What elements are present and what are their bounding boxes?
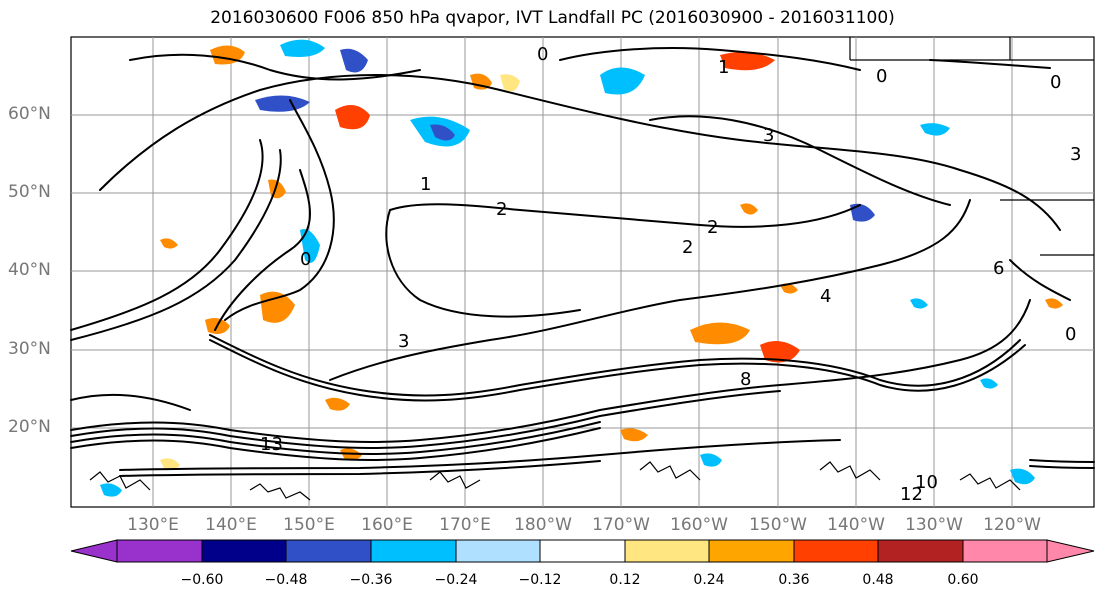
ivt-contours-thin — [89, 37, 1094, 501]
colorbar-swatch — [116, 539, 203, 563]
colorbar-swatch — [962, 539, 1048, 563]
colorbar-swatch — [201, 539, 287, 563]
contour-label: 2 — [496, 199, 507, 220]
lat-label-40n: 40°N — [8, 260, 51, 280]
colorbar-swatch — [708, 539, 795, 563]
graticule — [71, 37, 1094, 507]
lon-label-170e: 170°E — [439, 515, 491, 535]
colorbar-tick-label: 0.48 — [862, 572, 894, 588]
colorbar-under-arrow — [70, 539, 118, 563]
colorbar-tick-label: −0.36 — [349, 572, 393, 588]
colorbar-swatch — [285, 539, 372, 563]
contour-label: 4 — [820, 286, 831, 307]
colorbar-swatch — [793, 539, 879, 563]
contour-label: 2 — [707, 217, 718, 238]
lat-label-50n: 50°N — [8, 182, 51, 202]
colorbar-over-arrow — [1046, 539, 1095, 563]
contour-label: 2 — [682, 237, 693, 258]
contour-label: 10 — [915, 472, 938, 493]
lon-label-170w: 170°W — [592, 515, 650, 535]
lat-label-30n: 30°N — [8, 339, 51, 359]
lon-label-120w: 120°W — [983, 515, 1041, 535]
contour-label: 0 — [1065, 324, 1076, 345]
lon-label-130e: 130°E — [127, 515, 179, 535]
colorbar-tick-label: −0.24 — [434, 572, 478, 588]
map-title: 2016030600 F006 850 hPa qvapor, IVT Land… — [210, 8, 895, 28]
colorbar — [70, 539, 1095, 563]
colorbar-tick-label: 0.12 — [609, 572, 641, 588]
colorbar-tick-label: −0.12 — [518, 572, 562, 588]
lon-label-150w: 150°W — [749, 515, 807, 535]
colorbar-tick-label: 0.60 — [947, 572, 979, 588]
contour-label: 1 — [718, 57, 729, 78]
lon-label-140e: 140°E — [205, 515, 257, 535]
contour-label: 0 — [876, 66, 887, 87]
lon-label-140w: 140°W — [827, 515, 885, 535]
colorbar-swatch — [455, 539, 541, 563]
colorbar-tick-label: 0.36 — [778, 572, 810, 588]
lat-label-60n: 60°N — [8, 104, 51, 124]
lon-label-160w: 160°W — [670, 515, 728, 535]
contour-label: 3 — [1070, 144, 1081, 165]
contour-label: 3 — [763, 125, 774, 146]
contour-label: 13 — [260, 434, 283, 455]
contour-label: 3 — [398, 331, 409, 352]
colorbar-swatch — [370, 539, 457, 563]
contour-label: 12 — [900, 484, 923, 505]
contour-label: 0 — [1050, 72, 1061, 93]
colorbar-swatch — [624, 539, 710, 563]
lon-label-160e: 160°E — [361, 515, 413, 535]
contour-label: 6 — [993, 258, 1004, 279]
colorbar-tick-label: −0.60 — [180, 572, 224, 588]
colorbar-tick-label: 0.24 — [693, 572, 725, 588]
ivt-contours — [70, 47, 1095, 477]
colorbar-tick-label: −0.48 — [264, 572, 308, 588]
lon-label-130w: 130°W — [905, 515, 963, 535]
map-panel: 0 1 2 3 4 6 8 3 1 2 2 0 0 13 12 10 0 3 0 — [70, 36, 1095, 508]
contour-label: 0 — [537, 44, 548, 65]
colorbar-swatch — [539, 539, 626, 563]
contour-label: 0 — [300, 249, 311, 270]
contour-label: 8 — [740, 369, 751, 390]
lon-label-150e: 150°E — [283, 515, 335, 535]
lon-label-180w: 180°W — [514, 515, 572, 535]
lat-label-20n: 20°N — [8, 417, 51, 437]
contour-label: 1 — [420, 174, 431, 195]
contour-label-group: 0 1 2 3 4 6 8 3 1 2 2 0 0 13 12 10 0 3 0 — [260, 44, 1081, 505]
colorbar-swatch — [877, 539, 964, 563]
